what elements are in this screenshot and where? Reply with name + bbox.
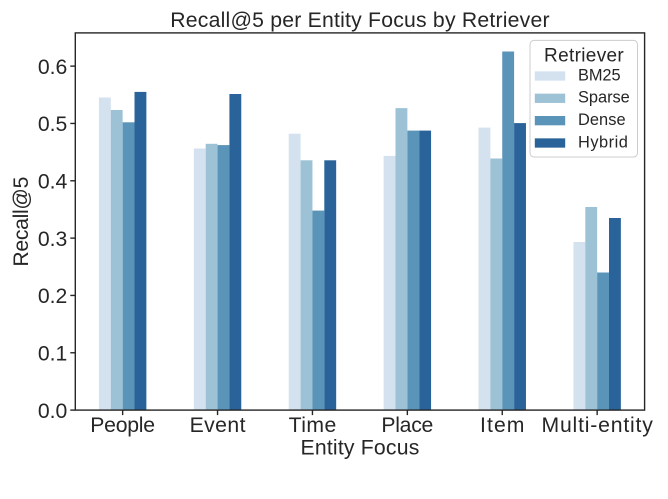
svg-text:Time: Time xyxy=(289,414,337,437)
svg-text:Item: Item xyxy=(480,414,524,437)
svg-text:BM25: BM25 xyxy=(578,66,621,84)
svg-text:0.3: 0.3 xyxy=(38,228,67,251)
svg-text:Hybrid: Hybrid xyxy=(578,133,628,151)
svg-text:Dense: Dense xyxy=(578,111,626,129)
svg-text:Multi-entity: Multi-entity xyxy=(542,414,654,437)
svg-text:0.5: 0.5 xyxy=(38,113,67,136)
svg-text:People: People xyxy=(90,414,155,437)
svg-text:Sparse: Sparse xyxy=(578,89,630,107)
svg-text:Retriever: Retriever xyxy=(544,45,624,66)
svg-text:Recall@5: Recall@5 xyxy=(10,177,33,267)
svg-text:0.6: 0.6 xyxy=(38,56,67,79)
svg-text:0.2: 0.2 xyxy=(38,285,67,308)
svg-text:0.4: 0.4 xyxy=(38,171,68,194)
svg-text:0.0: 0.0 xyxy=(38,400,67,423)
svg-text:Place: Place xyxy=(381,414,433,437)
svg-text:0.1: 0.1 xyxy=(38,343,67,366)
svg-text:Entity Focus: Entity Focus xyxy=(301,437,420,460)
svg-text:Recall@5 per Entity Focus by R: Recall@5 per Entity Focus by Retriever xyxy=(170,9,549,32)
svg-text:Event: Event xyxy=(190,414,246,437)
